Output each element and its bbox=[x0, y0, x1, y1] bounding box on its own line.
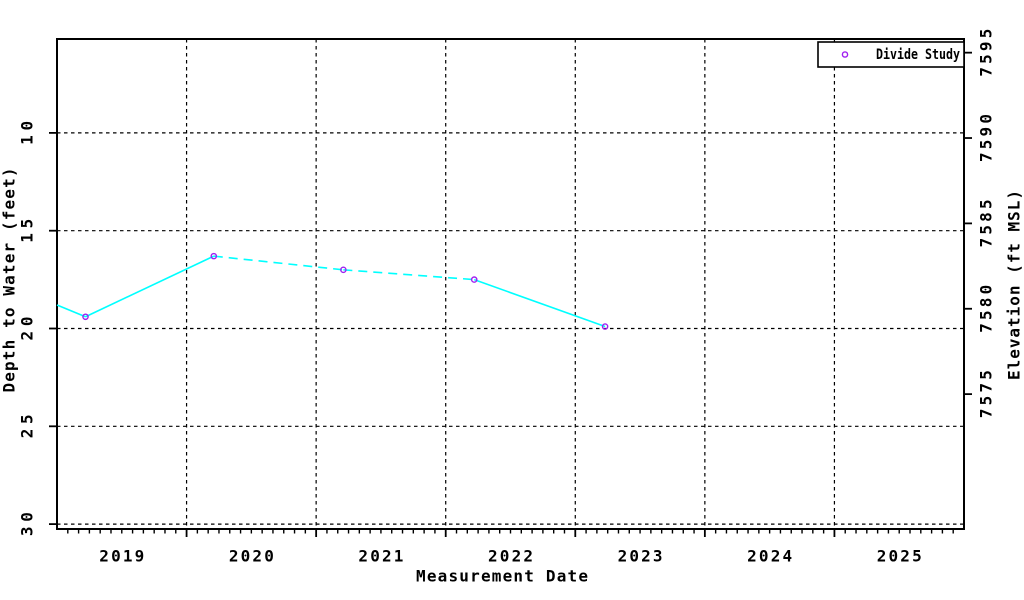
series-line-segment bbox=[213, 255, 344, 271]
plot-border bbox=[56, 38, 965, 530]
x-tick-label: 2023 bbox=[618, 547, 663, 566]
series-line-segment bbox=[473, 278, 606, 328]
y-tick-label-left: 10 bbox=[18, 121, 37, 145]
x-tick-label: 2025 bbox=[877, 547, 922, 566]
y-tick-label-right: 7575 bbox=[977, 370, 996, 418]
y-tick-label-right: 7580 bbox=[977, 285, 996, 333]
x-tick-label: 2024 bbox=[747, 547, 792, 566]
y-tick-label-left: 15 bbox=[18, 219, 37, 243]
y-tick-label-right: 7590 bbox=[977, 114, 996, 162]
legend-marker-icon bbox=[841, 51, 849, 58]
gridlines bbox=[57, 39, 964, 529]
y-tick-label-right: 7585 bbox=[977, 199, 996, 247]
x-tick-label: 2021 bbox=[358, 547, 403, 566]
data-point-marker bbox=[82, 313, 89, 321]
x-tick-label: 2020 bbox=[229, 547, 274, 566]
legend-label: Divide Study bbox=[876, 47, 960, 63]
x-tick-label: 2019 bbox=[99, 547, 144, 566]
data-point-marker bbox=[340, 266, 347, 274]
data-series bbox=[56, 252, 609, 330]
y-tick-label-left: 20 bbox=[18, 317, 37, 341]
series-line-segment bbox=[85, 255, 215, 318]
axis-ticks bbox=[49, 51, 972, 537]
data-point-marker bbox=[601, 323, 609, 330]
y-tick-label-right: 7595 bbox=[977, 29, 996, 77]
x-tick-label: 2022 bbox=[488, 547, 533, 566]
legend: Divide Study bbox=[817, 41, 965, 68]
data-point-marker bbox=[210, 252, 218, 260]
series-line-segment bbox=[343, 269, 475, 281]
series-line-segment bbox=[56, 304, 86, 318]
data-point-marker bbox=[470, 276, 478, 283]
x-axis-title: Measurement Date bbox=[416, 567, 588, 586]
y-tick-label-left: 30 bbox=[18, 512, 37, 536]
y-axis-title-right: Elevation (ft MSL) bbox=[1005, 190, 1024, 380]
y-tick-label-left: 25 bbox=[18, 414, 37, 438]
y-axis-title-left: Depth to Water (feet) bbox=[0, 168, 19, 393]
